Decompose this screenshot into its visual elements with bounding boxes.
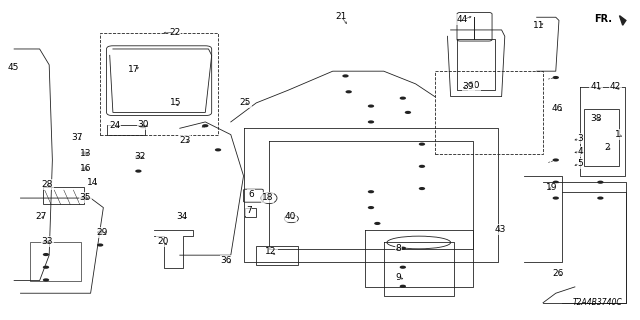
Text: 18: 18 xyxy=(262,193,273,202)
Text: 38: 38 xyxy=(590,114,602,123)
Circle shape xyxy=(399,285,406,288)
Circle shape xyxy=(81,196,88,199)
Circle shape xyxy=(552,158,559,162)
Circle shape xyxy=(43,278,49,282)
Text: 32: 32 xyxy=(134,152,146,161)
Circle shape xyxy=(374,222,381,225)
Circle shape xyxy=(97,231,103,234)
Text: 39: 39 xyxy=(463,82,474,91)
Circle shape xyxy=(342,74,349,77)
Circle shape xyxy=(97,244,103,247)
Text: 3: 3 xyxy=(577,134,583,143)
Text: 22: 22 xyxy=(169,28,180,37)
Circle shape xyxy=(202,124,209,127)
Text: 15: 15 xyxy=(170,99,181,108)
Bar xyxy=(30,243,81,281)
Bar xyxy=(106,125,145,135)
Circle shape xyxy=(43,266,49,269)
Circle shape xyxy=(597,180,604,184)
Text: 43: 43 xyxy=(495,225,506,234)
Text: 30: 30 xyxy=(138,120,149,129)
Circle shape xyxy=(552,180,559,184)
Text: 37: 37 xyxy=(71,133,83,142)
Text: 12: 12 xyxy=(265,247,276,257)
Circle shape xyxy=(399,247,406,250)
Circle shape xyxy=(43,240,49,244)
Circle shape xyxy=(419,165,425,168)
Bar xyxy=(584,109,620,166)
Text: 27: 27 xyxy=(35,212,47,221)
Circle shape xyxy=(552,76,559,79)
Text: 46: 46 xyxy=(552,104,563,113)
Text: 5: 5 xyxy=(577,159,583,168)
Text: 41: 41 xyxy=(590,82,602,91)
Circle shape xyxy=(419,142,425,146)
Text: 13: 13 xyxy=(80,148,92,157)
Text: 6: 6 xyxy=(248,190,254,199)
Text: 45: 45 xyxy=(7,63,19,72)
Circle shape xyxy=(552,196,559,200)
Text: 36: 36 xyxy=(221,256,232,265)
Circle shape xyxy=(368,206,374,209)
Circle shape xyxy=(597,196,604,200)
Bar xyxy=(100,33,218,135)
Text: 23: 23 xyxy=(179,136,191,145)
Text: 42: 42 xyxy=(609,82,621,91)
Circle shape xyxy=(368,120,374,124)
Circle shape xyxy=(135,155,141,158)
Text: 29: 29 xyxy=(97,228,108,237)
Text: 2: 2 xyxy=(604,143,609,152)
Text: 16: 16 xyxy=(80,164,92,173)
Text: 40: 40 xyxy=(284,212,296,221)
Text: 14: 14 xyxy=(87,178,98,187)
Text: 10: 10 xyxy=(469,81,481,90)
Bar xyxy=(256,246,298,265)
Circle shape xyxy=(140,125,146,128)
Text: 44: 44 xyxy=(456,15,468,24)
Bar xyxy=(43,187,84,204)
Text: 35: 35 xyxy=(80,193,92,202)
Circle shape xyxy=(404,111,411,114)
Text: 21: 21 xyxy=(335,12,347,21)
Text: 20: 20 xyxy=(157,237,168,246)
Text: 26: 26 xyxy=(552,269,563,278)
Bar xyxy=(435,71,543,154)
Text: 8: 8 xyxy=(396,244,401,253)
Bar xyxy=(245,208,256,217)
Circle shape xyxy=(135,170,141,173)
Circle shape xyxy=(81,151,88,155)
Circle shape xyxy=(81,167,88,171)
Text: 24: 24 xyxy=(109,121,120,130)
Circle shape xyxy=(346,90,352,93)
Text: 17: 17 xyxy=(128,65,140,74)
Circle shape xyxy=(399,266,406,269)
Text: 7: 7 xyxy=(246,206,252,215)
Text: FR.: FR. xyxy=(594,14,612,24)
Text: 28: 28 xyxy=(42,180,53,189)
Circle shape xyxy=(419,187,425,190)
Text: 4: 4 xyxy=(577,147,583,156)
Circle shape xyxy=(368,190,374,193)
Circle shape xyxy=(368,105,374,108)
Circle shape xyxy=(215,148,221,151)
Text: 19: 19 xyxy=(545,183,557,192)
Text: T2A4B3740C: T2A4B3740C xyxy=(573,298,623,307)
Text: 25: 25 xyxy=(240,98,251,107)
Text: 11: 11 xyxy=(533,21,544,30)
Text: 34: 34 xyxy=(176,212,188,221)
Polygon shape xyxy=(620,16,626,25)
Text: 9: 9 xyxy=(396,273,401,282)
Text: 33: 33 xyxy=(42,237,53,246)
Circle shape xyxy=(43,253,49,256)
Circle shape xyxy=(399,97,406,100)
Text: 1: 1 xyxy=(615,130,621,139)
